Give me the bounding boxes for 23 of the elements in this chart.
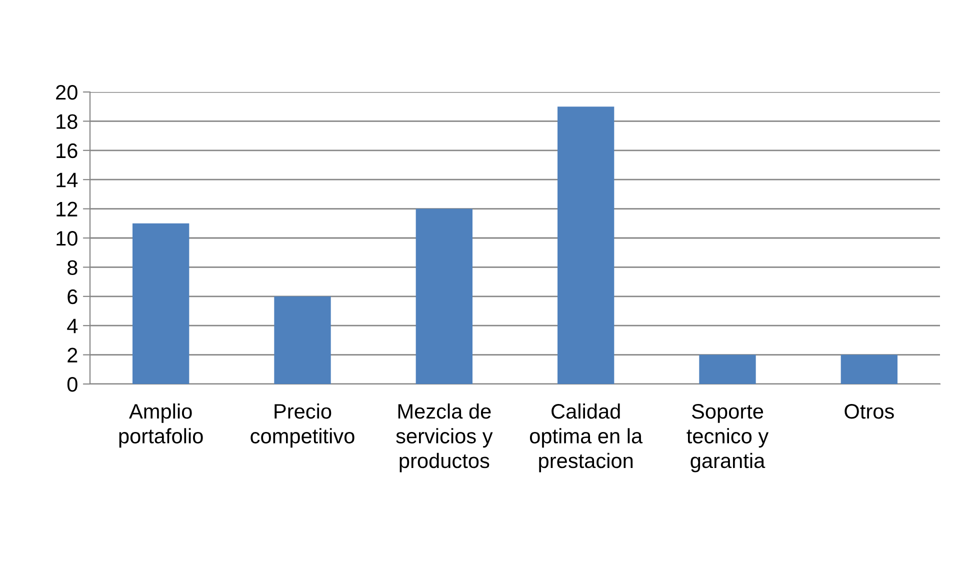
x-tick-label: Amplio portafolio (119, 403, 203, 448)
y-tick-label: 2 (68, 348, 78, 362)
y-tick-label: 20 (56, 85, 78, 100)
y-tick-label: 12 (56, 202, 78, 216)
y-tick-label: 8 (68, 260, 78, 275)
bar (416, 208, 472, 384)
y-tick-label: 0 (67, 377, 78, 392)
y-tick-label: 4 (67, 318, 78, 334)
bar (132, 223, 190, 384)
x-tick-label: Soporte tecnico y garantia (686, 404, 769, 472)
bar (840, 354, 898, 384)
x-tick-label: Precio competitivo (250, 403, 354, 448)
bar (274, 296, 331, 384)
y-tick-label: 18 (56, 114, 78, 129)
y-tick-label: 14 (56, 172, 78, 188)
y-tick-label: 16 (56, 143, 78, 158)
y-tick-label: 6 (68, 289, 78, 304)
x-tick-label: Mezcla de servicios y productos (396, 403, 493, 472)
x-tick-label: Otros (844, 404, 894, 419)
y-tick-label: 10 (56, 231, 78, 246)
x-tick-label: Calidad optima en la prestacion (530, 403, 643, 472)
bar (558, 106, 614, 384)
bar (699, 354, 756, 384)
